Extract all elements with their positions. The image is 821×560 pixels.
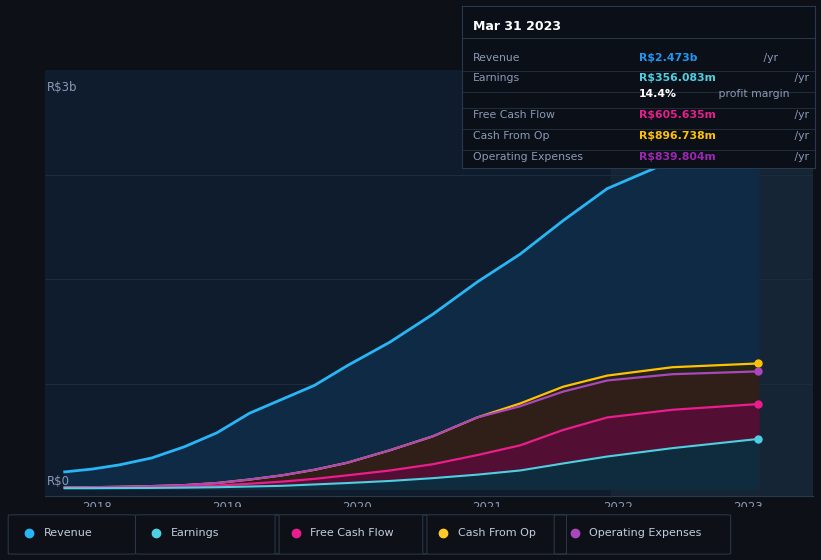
Text: Free Cash Flow: Free Cash Flow xyxy=(473,110,555,120)
Text: Operating Expenses: Operating Expenses xyxy=(473,152,583,162)
Text: Earnings: Earnings xyxy=(473,73,520,83)
Text: Cash From Op: Cash From Op xyxy=(458,529,536,538)
Text: /yr: /yr xyxy=(791,152,809,162)
Text: Mar 31 2023: Mar 31 2023 xyxy=(473,20,561,33)
Text: R$3b: R$3b xyxy=(47,81,77,94)
Text: profit margin: profit margin xyxy=(714,89,789,99)
Text: R$356.083m: R$356.083m xyxy=(639,73,716,83)
Text: R$0: R$0 xyxy=(47,475,70,488)
Text: R$2.473b: R$2.473b xyxy=(639,53,697,63)
Text: Operating Expenses: Operating Expenses xyxy=(589,529,702,538)
Text: /yr: /yr xyxy=(791,110,809,120)
Bar xyxy=(611,70,813,496)
Text: R$839.804m: R$839.804m xyxy=(639,152,715,162)
Text: /yr: /yr xyxy=(791,73,809,83)
Text: Revenue: Revenue xyxy=(44,529,92,538)
Text: Cash From Op: Cash From Op xyxy=(473,132,549,141)
Text: R$605.635m: R$605.635m xyxy=(639,110,716,120)
Text: Free Cash Flow: Free Cash Flow xyxy=(310,529,394,538)
Text: /yr: /yr xyxy=(760,53,778,63)
Text: 14.4%: 14.4% xyxy=(639,89,677,99)
Text: R$896.738m: R$896.738m xyxy=(639,132,716,141)
Text: Revenue: Revenue xyxy=(473,53,521,63)
Text: Earnings: Earnings xyxy=(171,529,219,538)
Text: /yr: /yr xyxy=(791,132,809,141)
